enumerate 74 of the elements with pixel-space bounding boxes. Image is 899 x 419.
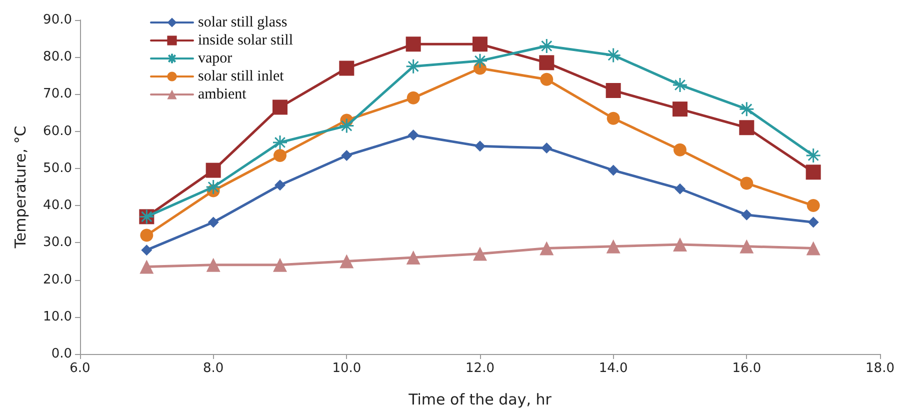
legend-label: vapor bbox=[198, 50, 232, 66]
point bbox=[206, 162, 221, 178]
point bbox=[474, 140, 486, 152]
point bbox=[606, 48, 622, 64]
y-tick-label: 20.0 bbox=[43, 272, 72, 288]
y-tick-label: 0.0 bbox=[51, 346, 72, 362]
point bbox=[538, 38, 554, 54]
point bbox=[406, 91, 420, 104]
point bbox=[206, 179, 222, 195]
point bbox=[674, 183, 686, 194]
point bbox=[272, 100, 288, 115]
y-tick-label: 90.0 bbox=[43, 12, 72, 28]
point bbox=[274, 148, 286, 162]
point bbox=[674, 143, 686, 156]
point bbox=[341, 150, 352, 161]
point bbox=[272, 134, 288, 150]
point bbox=[739, 120, 754, 136]
y-tick-label: 80.0 bbox=[43, 50, 72, 65]
point bbox=[606, 239, 620, 254]
point bbox=[808, 216, 819, 228]
point bbox=[541, 142, 552, 154]
point bbox=[806, 148, 822, 164]
point bbox=[406, 58, 422, 74]
point bbox=[672, 77, 688, 93]
y-tick-label: 40.0 bbox=[43, 198, 72, 214]
point bbox=[740, 176, 754, 190]
legend-label: solar still glass bbox=[198, 14, 288, 30]
point bbox=[274, 180, 286, 191]
point bbox=[540, 241, 554, 256]
point bbox=[140, 228, 154, 242]
point bbox=[141, 244, 152, 256]
y-tick-label: 30.0 bbox=[43, 235, 72, 250]
point bbox=[140, 260, 154, 274]
point bbox=[338, 118, 354, 134]
point bbox=[606, 83, 621, 98]
x-tick-label: 16.0 bbox=[732, 361, 762, 376]
point bbox=[339, 60, 354, 76]
x-tick-label: 6.0 bbox=[70, 361, 90, 376]
point bbox=[406, 250, 420, 265]
x-tick-label: 12.0 bbox=[466, 361, 494, 376]
point bbox=[406, 36, 421, 52]
point bbox=[273, 258, 287, 272]
x-tick-label: 14.0 bbox=[598, 361, 628, 376]
y-tick-label: 50.0 bbox=[43, 160, 72, 176]
point bbox=[472, 53, 488, 69]
point bbox=[539, 55, 554, 70]
x-tick-label: 18.0 bbox=[866, 361, 894, 376]
point bbox=[340, 254, 354, 268]
point bbox=[606, 112, 620, 125]
x-tick-label: 8.0 bbox=[202, 361, 224, 376]
point bbox=[738, 101, 754, 117]
legend-label: inside solar still bbox=[198, 32, 293, 48]
y-tick-label: 60.0 bbox=[43, 124, 72, 139]
point bbox=[740, 239, 754, 254]
point bbox=[806, 241, 820, 256]
y-axis-title: Temperature, °C bbox=[12, 126, 30, 250]
y-tick-label: 70.0 bbox=[43, 86, 72, 102]
legend-label: solar still inlet bbox=[198, 68, 285, 84]
point bbox=[540, 72, 554, 86]
point bbox=[206, 258, 220, 272]
point bbox=[408, 130, 419, 141]
y-tick-label: 10.0 bbox=[43, 309, 72, 324]
x-axis-title: Time of the day, hr bbox=[408, 390, 552, 408]
point bbox=[806, 199, 820, 212]
point bbox=[806, 164, 821, 180]
legend-label: ambient bbox=[198, 86, 248, 102]
point bbox=[473, 246, 487, 261]
point bbox=[608, 164, 619, 176]
point bbox=[208, 216, 219, 228]
point bbox=[741, 209, 752, 220]
x-tick-label: 10.0 bbox=[332, 361, 362, 376]
point bbox=[472, 36, 488, 52]
point bbox=[673, 238, 687, 252]
point bbox=[672, 102, 688, 117]
